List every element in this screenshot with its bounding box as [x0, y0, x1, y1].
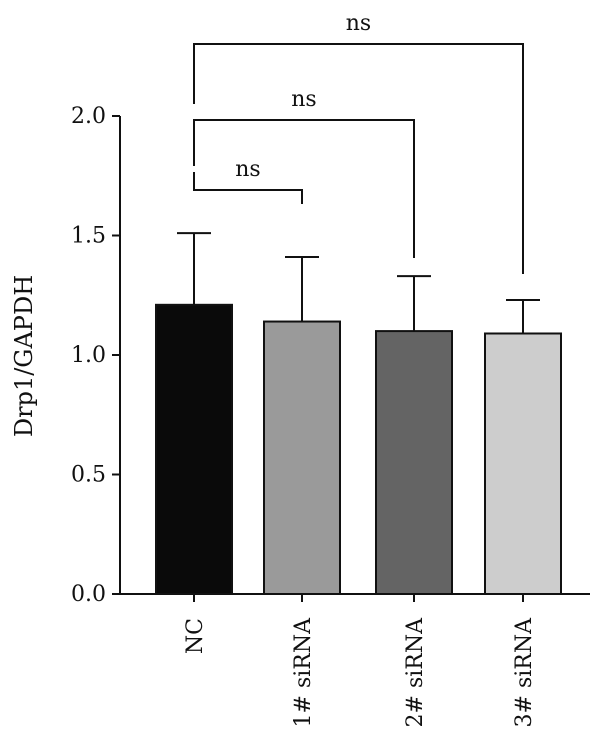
axes: 0.0 0.5 1.0 1.5 2.0 NC 1# siRNA 2# siRNA 3# siRN…	[71, 104, 590, 727]
significance-label: ns	[235, 157, 260, 182]
significance-bracket	[193, 119, 415, 258]
x-tick-label: 1# siRNA	[291, 617, 316, 728]
significance-bracket	[193, 43, 524, 274]
error-bars	[177, 232, 540, 334]
y-tick-label: 2.0	[71, 104, 106, 129]
x-tick-label: 2# siRNA	[403, 617, 428, 728]
y-tick-label: 0.5	[71, 463, 106, 488]
y-tick-label: 1.5	[71, 224, 106, 249]
x-tick-label: NC	[183, 618, 208, 654]
bar	[155, 303, 233, 595]
bars	[155, 303, 562, 595]
x-tick-label: 3# siRNA	[512, 617, 537, 728]
significance-bracket	[193, 172, 303, 204]
bar	[375, 330, 453, 595]
y-tick-label: 0.0	[71, 582, 106, 607]
bar	[484, 332, 562, 595]
significance-label: ns	[346, 11, 371, 36]
significance-label: ns	[291, 87, 316, 112]
y-axis-label: Drp1/GAPDH	[10, 275, 38, 437]
bar	[263, 320, 341, 595]
y-tick-label: 1.0	[71, 343, 106, 368]
significance-brackets: ns ns ns	[193, 11, 524, 274]
